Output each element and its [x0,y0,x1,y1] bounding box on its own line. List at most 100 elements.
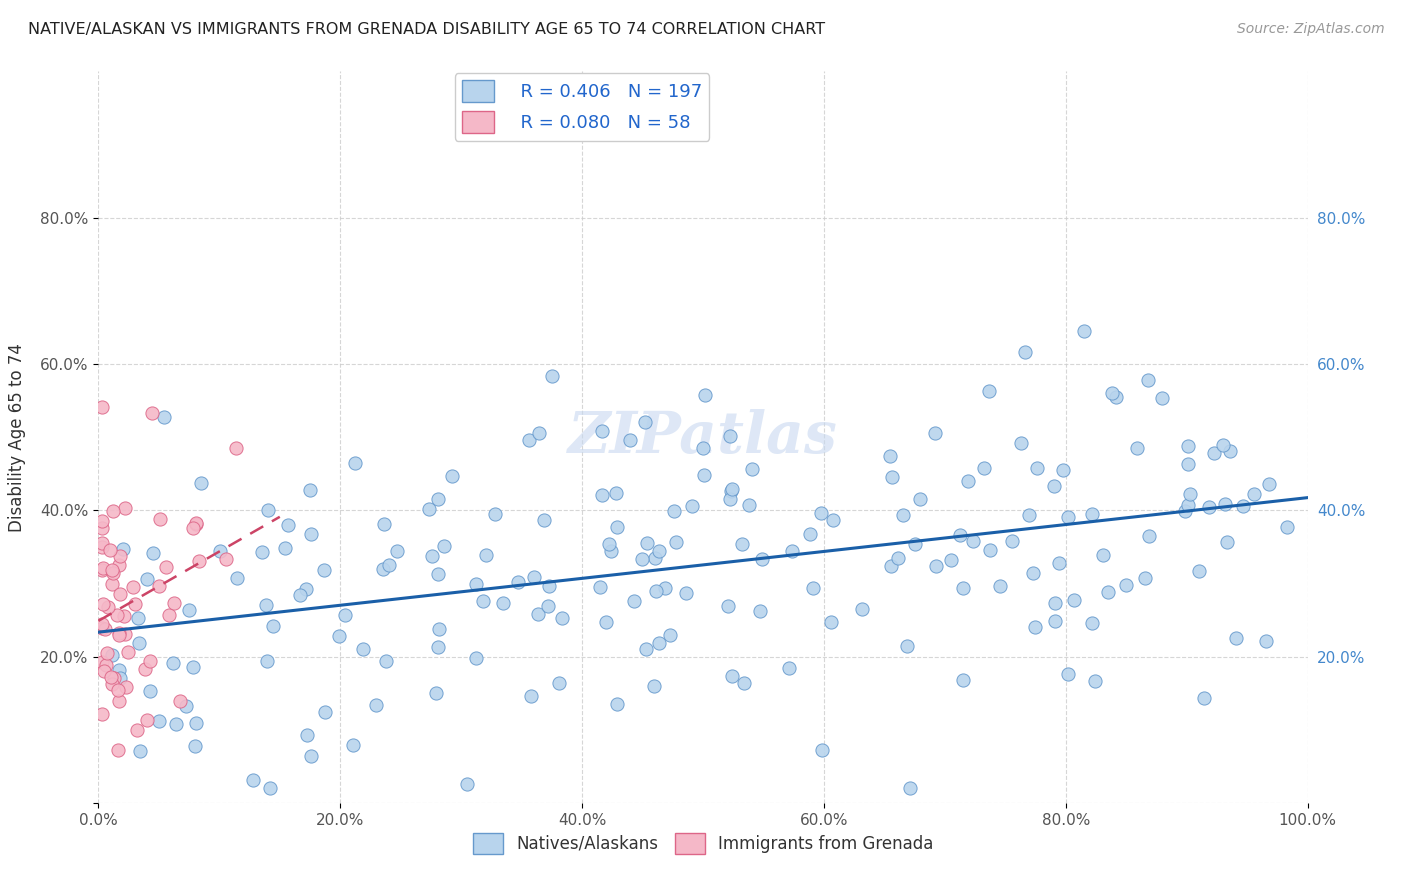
Point [1056,667,1078,681]
Point [259,781,281,796]
Point [492,596,515,610]
Point [1115,578,1137,592]
Point [93,664,115,678]
Point [891,508,914,522]
Point [952,673,974,687]
Point [256,655,278,669]
Point [91,706,114,721]
Point [1101,385,1123,400]
Point [1137,528,1160,542]
Point [1081,616,1104,631]
Point [128,636,150,650]
Point [112,542,135,557]
Point [1225,631,1247,645]
Point [107,683,129,698]
Point [1177,457,1199,471]
Point [533,512,555,526]
Point [606,697,628,711]
Point [1081,508,1104,522]
Point [1047,556,1070,570]
Point [1105,390,1128,404]
Point [290,589,312,603]
Point [127,723,149,737]
Point [91,656,114,670]
Point [605,486,627,500]
Point [1021,566,1043,580]
Point [904,537,927,551]
Point [939,553,962,567]
Point [108,549,131,564]
Point [139,654,162,668]
Point [665,535,688,549]
Point [148,714,170,728]
Point [252,545,274,559]
Point [606,520,628,534]
Point [139,683,162,698]
Point [96,646,118,660]
Point [1177,499,1199,513]
Point [737,498,759,512]
Point [107,626,129,640]
Point [174,699,197,714]
Point [720,483,742,498]
Point [101,648,124,663]
Point [636,536,658,550]
Point [299,527,322,541]
Point [821,512,844,526]
Point [718,429,741,443]
Point [820,615,842,629]
Point [94,623,117,637]
Point [456,777,478,791]
Point [314,705,336,719]
Point [91,540,114,554]
Point [427,640,450,655]
Point [107,628,129,642]
Point [298,483,321,497]
Point [1026,461,1049,475]
Point [1063,592,1085,607]
Point [184,516,207,531]
Point [1243,487,1265,501]
Point [98,543,121,558]
Point [163,596,186,610]
Point [333,608,356,623]
Point [799,527,821,541]
Point [135,572,157,586]
Point [184,715,207,730]
Point [108,693,131,707]
Point [924,425,946,440]
Point [537,599,560,613]
Point [373,516,395,531]
Point [152,410,174,425]
Point [1232,499,1254,513]
Point [956,474,979,488]
Point [100,670,122,684]
Point [1212,438,1234,452]
Point [373,562,395,576]
Point [925,558,948,573]
Point [91,401,114,415]
Point [1258,476,1281,491]
Point [1097,585,1119,599]
Point [879,449,901,463]
Point [135,713,157,727]
Point [122,580,145,594]
Point [426,566,449,581]
Point [112,609,135,624]
Point [375,654,398,668]
Point [110,586,132,600]
Point [979,543,1001,558]
Point [733,675,755,690]
Point [1001,533,1024,548]
Point [962,533,984,548]
Point [717,599,740,614]
Point [645,583,668,598]
Point [433,539,456,553]
Point [107,607,129,622]
Point [352,642,374,657]
Point [294,582,316,597]
Point [328,629,350,643]
Point [257,503,280,517]
Point [149,512,172,526]
Point [1133,571,1156,585]
